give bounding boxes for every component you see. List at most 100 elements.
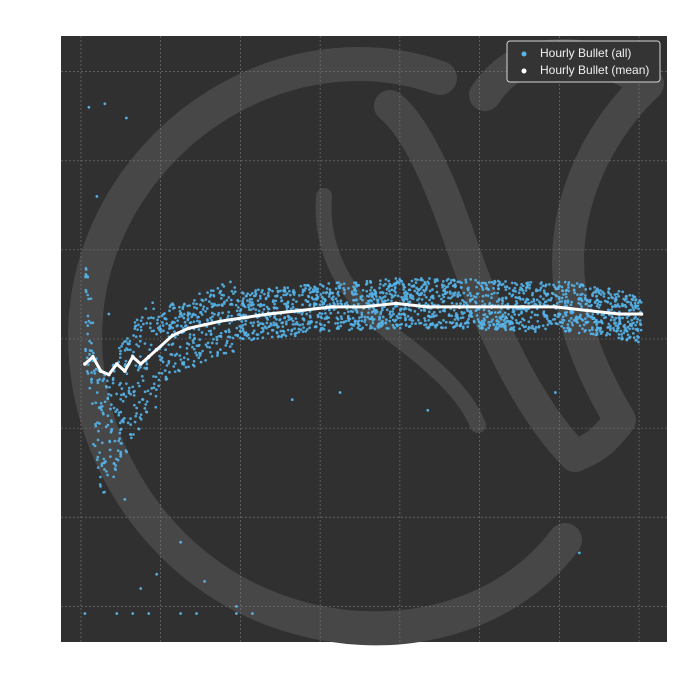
scatter-point [526, 298, 530, 302]
scatter-point [589, 332, 593, 336]
scatter-point [228, 345, 232, 348]
scatter-point [445, 291, 449, 294]
scatter-point [624, 305, 628, 309]
scatter-point [370, 294, 374, 298]
scatter-point [508, 322, 511, 326]
scatter-point [366, 315, 369, 319]
scatter-point [519, 320, 523, 324]
scatter-point [109, 393, 113, 397]
scatter-point [530, 326, 533, 330]
scatter-point [210, 355, 214, 358]
scatter-point [170, 321, 174, 325]
scatter-point [217, 322, 221, 326]
scatter-point [480, 281, 484, 285]
scatter-point [291, 306, 295, 309]
scatter-point [295, 320, 299, 324]
scatter-point [328, 290, 332, 294]
scatter-point [475, 285, 478, 289]
scatter-point [255, 333, 259, 336]
scatter-point [327, 282, 331, 285]
scatter-point [88, 386, 92, 390]
scatter-point [192, 359, 196, 363]
scatter-point [584, 320, 588, 324]
scatter-point [254, 289, 258, 292]
scatter-point [225, 299, 229, 302]
legend-box [506, 40, 661, 83]
scatter-point [591, 313, 594, 316]
scatter-point [525, 281, 529, 285]
scatter-point [529, 316, 533, 319]
scatter-point [388, 310, 392, 314]
scatter-outlier-point [147, 612, 151, 615]
scatter-point [407, 283, 411, 286]
scatter-point [315, 320, 318, 324]
scatter-point [501, 313, 505, 317]
scatter-point [541, 324, 545, 328]
scatter-point [435, 323, 439, 326]
scatter-point [606, 331, 609, 335]
scatter-point [252, 294, 256, 298]
scatter-point [459, 316, 463, 320]
scatter-point [598, 303, 602, 307]
scatter-point [555, 294, 559, 298]
scatter-point [356, 322, 360, 325]
scatter-point [182, 356, 186, 360]
scatter-point [254, 292, 258, 296]
scatter-point [170, 353, 174, 356]
scatter-point [393, 293, 397, 297]
scatter-point [240, 320, 244, 323]
mean-series-point [202, 322, 207, 327]
scatter-point [192, 312, 195, 316]
scatter-point [157, 378, 161, 382]
mean-series-point [266, 312, 271, 316]
scatter-point [498, 315, 502, 319]
scatter-point [187, 365, 190, 369]
scatter-point [494, 325, 498, 329]
scatter-point [598, 329, 602, 333]
scatter-point [638, 298, 642, 302]
scatter-point [626, 300, 630, 304]
scatter-point [475, 308, 479, 311]
scatter-point [219, 296, 223, 300]
scatter-point [597, 320, 601, 324]
scatter-point [560, 300, 564, 303]
scatter-point [135, 318, 139, 322]
scatter-point [431, 312, 434, 316]
scatter-point [453, 318, 457, 321]
scatter-point [465, 320, 469, 323]
scatter-point [139, 417, 143, 421]
scatter-point [227, 328, 231, 332]
scatter-point [307, 320, 311, 324]
scatter-point [205, 307, 209, 310]
scatter-point [440, 297, 443, 301]
scatter-point [496, 291, 500, 295]
scatter-point [506, 319, 510, 323]
scatter-point [410, 319, 414, 322]
scatter-point [314, 324, 318, 328]
scatter-point [505, 285, 509, 289]
scatter-point [96, 379, 99, 382]
scatter-point [607, 291, 611, 295]
scatter-point [452, 279, 456, 282]
scatter-point [206, 291, 209, 294]
scatter-point [327, 295, 331, 298]
scatter-point [298, 294, 301, 297]
scatter-point [323, 297, 327, 301]
scatter-point [120, 419, 124, 423]
scatter-point [616, 324, 620, 328]
scatter-point [347, 319, 351, 323]
scatter-point [138, 339, 142, 343]
scatter-point [248, 293, 252, 297]
scatter-point [563, 299, 567, 303]
scatter-point [173, 330, 176, 334]
scatter-point [212, 337, 215, 341]
scatter-point [542, 311, 545, 315]
scatter-point [118, 352, 122, 356]
scatter-point [565, 310, 569, 314]
mean-series-point [99, 369, 103, 373]
scatter-point [149, 316, 153, 319]
scatter-point [360, 313, 364, 317]
scatter-point [273, 306, 276, 310]
scatter-point [96, 466, 100, 469]
scatter-point [134, 364, 138, 367]
